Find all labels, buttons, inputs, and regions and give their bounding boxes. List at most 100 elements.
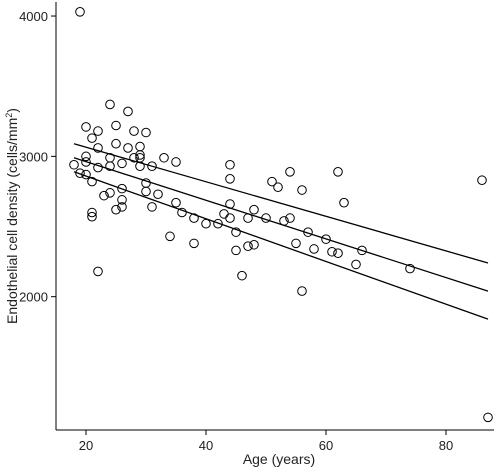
data-point	[117, 158, 127, 169]
data-point	[69, 159, 79, 170]
data-point	[339, 197, 349, 208]
data-points	[69, 7, 493, 423]
data-point	[225, 174, 235, 184]
data-point	[273, 182, 283, 193]
data-point	[285, 213, 295, 223]
x-tick-label: 80	[439, 438, 453, 453]
y-axis-label-main: Endothelial cell density (cells/mm	[4, 118, 20, 324]
data-point	[105, 161, 115, 171]
data-point	[351, 259, 361, 270]
data-point	[153, 189, 163, 200]
data-point	[297, 185, 307, 195]
data-point	[285, 166, 295, 177]
data-point	[303, 227, 313, 237]
data-point	[81, 122, 91, 132]
data-point	[261, 213, 271, 223]
data-point	[333, 248, 343, 258]
data-point	[123, 143, 133, 153]
lower-confidence-line	[73, 171, 489, 320]
data-point	[135, 150, 145, 160]
data-point	[147, 161, 157, 171]
data-point	[117, 195, 127, 205]
y-tick-label: 4000	[19, 9, 48, 24]
data-point	[279, 216, 289, 226]
data-point	[309, 244, 319, 254]
data-point	[117, 202, 127, 212]
data-point	[189, 238, 199, 249]
data-point	[141, 178, 151, 188]
data-point	[105, 188, 115, 198]
data-point	[483, 412, 493, 423]
x-axis-label: Age (years)	[243, 451, 315, 467]
data-point	[225, 213, 235, 223]
y-tick-label: 3000	[19, 149, 48, 164]
data-point	[129, 152, 139, 163]
data-point	[111, 120, 121, 131]
x-tick-label: 40	[199, 438, 213, 453]
y-tick-label: 2000	[19, 290, 48, 305]
data-point	[189, 213, 199, 223]
data-point	[267, 176, 277, 187]
data-point	[219, 209, 229, 219]
x-tick-label: 20	[79, 438, 93, 453]
regression-lines	[73, 143, 489, 320]
data-point	[87, 211, 97, 222]
data-point	[165, 231, 175, 242]
data-point	[111, 138, 121, 149]
data-point	[141, 127, 151, 138]
upper-confidence-line	[73, 143, 489, 264]
data-point	[477, 175, 487, 186]
data-point	[243, 213, 253, 223]
data-point	[105, 99, 115, 110]
data-point	[327, 246, 337, 257]
data-point	[405, 263, 415, 274]
plot-axes	[55, 2, 494, 431]
data-point	[177, 207, 187, 218]
data-point	[99, 190, 109, 201]
data-point	[93, 126, 103, 136]
data-point	[201, 218, 211, 229]
data-point	[225, 159, 235, 170]
data-point	[249, 239, 259, 250]
data-point	[123, 106, 133, 117]
data-point	[333, 166, 343, 177]
data-point	[111, 204, 121, 215]
data-point	[231, 227, 241, 237]
data-point	[171, 157, 181, 167]
data-point	[81, 157, 91, 167]
data-point	[93, 143, 103, 153]
data-point	[321, 234, 331, 244]
data-point	[87, 207, 97, 218]
data-point	[171, 197, 181, 208]
data-point	[117, 183, 127, 194]
data-point	[249, 204, 259, 215]
data-point	[291, 238, 301, 249]
x-ticks: 20 40 60 80	[79, 430, 453, 453]
data-point	[243, 241, 253, 251]
data-point	[231, 245, 241, 256]
data-point	[135, 161, 145, 171]
data-point	[75, 7, 85, 17]
data-point	[135, 141, 145, 152]
data-point	[357, 245, 367, 256]
data-point	[81, 151, 91, 162]
y-axis-label-sup: 2	[4, 113, 14, 118]
data-point	[87, 176, 97, 187]
data-point	[87, 133, 97, 143]
y-ticks: 2000 3000 4000	[19, 9, 56, 305]
data-point	[93, 162, 103, 173]
x-tick-label: 60	[319, 438, 333, 453]
y-axis-label-end: )	[4, 108, 20, 113]
data-point	[237, 270, 247, 281]
data-point	[141, 186, 151, 197]
data-point	[93, 266, 103, 277]
data-point	[213, 218, 223, 229]
y-axis-label: Endothelial cell density (cells/mm2)	[4, 108, 20, 324]
data-point	[81, 169, 91, 180]
data-point	[147, 202, 157, 212]
data-point	[159, 152, 169, 163]
data-point	[75, 168, 85, 178]
data-point	[297, 286, 307, 296]
data-point	[225, 199, 235, 209]
